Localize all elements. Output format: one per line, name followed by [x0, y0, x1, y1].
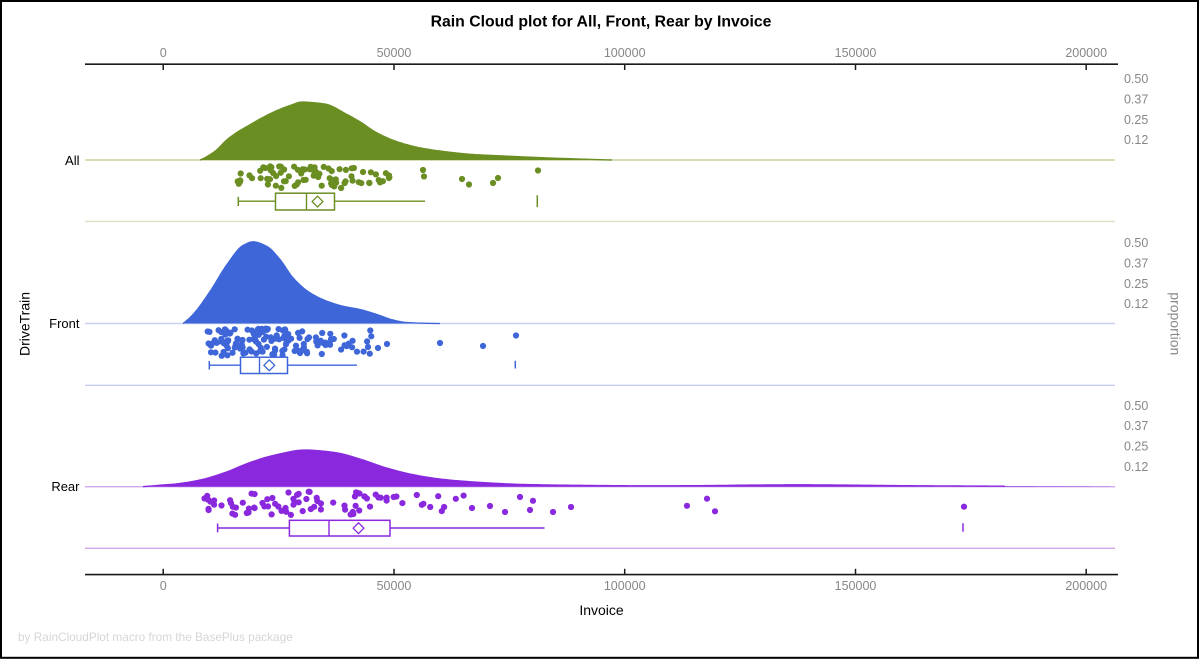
- svg-text:100000: 100000: [604, 579, 646, 593]
- svg-text:100000: 100000: [604, 46, 646, 60]
- svg-text:0.37: 0.37: [1124, 419, 1148, 433]
- svg-text:200000: 200000: [1065, 579, 1107, 593]
- svg-text:0.37: 0.37: [1124, 257, 1148, 271]
- svg-text:200000: 200000: [1065, 46, 1107, 60]
- svg-text:0.50: 0.50: [1124, 236, 1148, 250]
- svg-text:0: 0: [160, 579, 167, 593]
- svg-text:Rain Cloud plot for All, Front: Rain Cloud plot for All, Front, Rear by …: [431, 14, 772, 31]
- svg-text:0.50: 0.50: [1124, 72, 1148, 86]
- svg-text:DriveTrain: DriveTrain: [17, 292, 33, 356]
- svg-text:Front: Front: [49, 316, 80, 331]
- svg-text:0.25: 0.25: [1124, 440, 1148, 454]
- svg-text:All: All: [65, 153, 80, 168]
- svg-text:0.37: 0.37: [1124, 93, 1148, 107]
- svg-text:Rear: Rear: [51, 479, 80, 494]
- svg-text:0: 0: [160, 46, 167, 60]
- svg-text:0.12: 0.12: [1124, 297, 1148, 311]
- svg-text:by RainCloudPlot macro from th: by RainCloudPlot macro from the BasePlus…: [18, 630, 293, 644]
- svg-text:0.12: 0.12: [1124, 460, 1148, 474]
- svg-text:150000: 150000: [835, 579, 877, 593]
- svg-text:0.50: 0.50: [1124, 399, 1148, 413]
- svg-text:proportion: proportion: [1168, 292, 1184, 355]
- svg-text:50000: 50000: [377, 46, 412, 60]
- svg-text:150000: 150000: [835, 46, 877, 60]
- svg-text:Invoice: Invoice: [579, 602, 624, 618]
- svg-text:0.25: 0.25: [1124, 113, 1148, 127]
- svg-text:0.25: 0.25: [1124, 277, 1148, 291]
- svg-text:0.12: 0.12: [1124, 133, 1148, 147]
- svg-text:50000: 50000: [377, 579, 412, 593]
